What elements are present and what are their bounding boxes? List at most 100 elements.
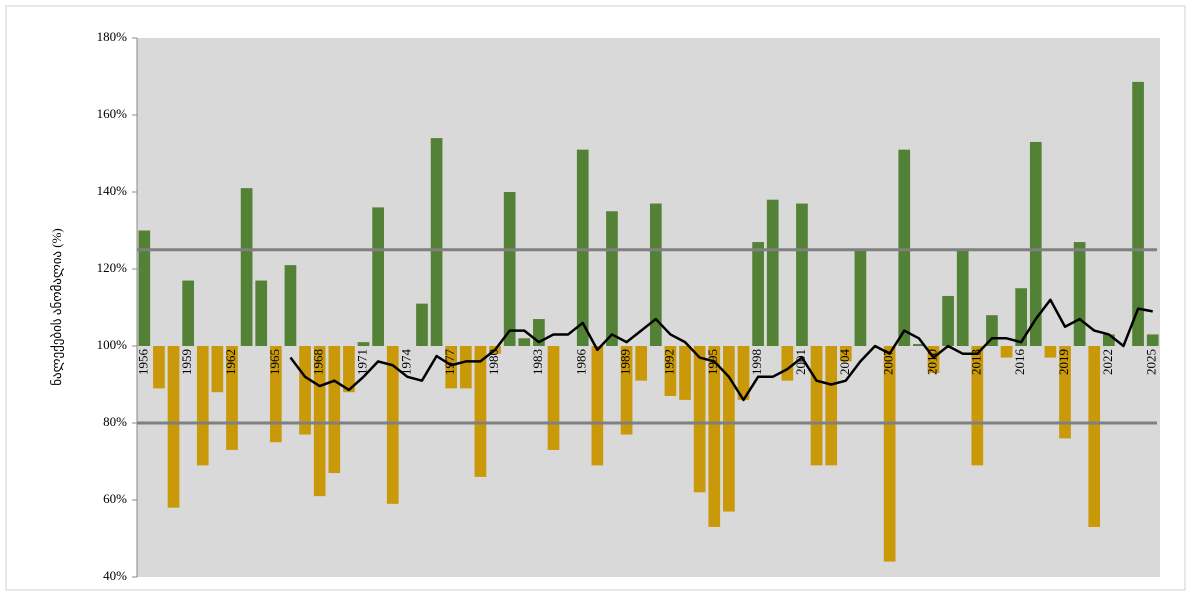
x-tick-label: 2007 [881,349,896,376]
x-tick-label: 2001 [793,349,808,375]
bar [606,211,618,346]
bar [459,346,472,389]
y-tick-label: 140% [97,183,128,198]
y-tick-label: 120% [97,260,128,275]
bar [1000,346,1013,358]
x-tick-label: 1962 [223,349,238,375]
bar [1132,81,1144,346]
bar [1059,346,1071,439]
x-tick-label: 1971 [355,349,370,375]
x-tick-label: 2010 [924,349,939,375]
bar [591,346,604,466]
bar [269,346,282,443]
bar [956,249,969,346]
x-tick-label: 1968 [311,349,326,375]
bar [883,346,896,562]
bar [752,242,764,346]
bar [723,346,735,512]
bar [1029,141,1042,346]
bar [357,342,370,346]
y-axis-label: ნალექების ანომალია (%) [49,228,65,386]
x-tick-label: 2025 [1144,349,1159,375]
y-tick-label: 180% [97,29,128,44]
bar [737,346,750,400]
bar [810,346,823,466]
bar [138,230,151,346]
bar [445,346,458,389]
y-tick-label: 100% [97,337,128,352]
bar [1146,334,1159,346]
x-tick-label: 2019 [1056,349,1071,375]
x-tick-label: 1980 [486,349,501,375]
bar [284,265,297,346]
bar [942,295,954,346]
x-tick-label: 2004 [837,349,852,376]
x-tick-label: 1977 [442,349,457,376]
bar [416,303,428,346]
bar [533,319,545,346]
bar [708,346,721,527]
bar [649,203,662,346]
bar [927,346,940,373]
x-tick-label: 1956 [135,349,150,376]
bar [898,149,911,346]
y-tick-label: 160% [97,106,128,121]
bar [839,346,852,362]
x-tick-label: 1986 [574,349,589,376]
y-tick-label: 60% [103,491,127,506]
bar [576,149,589,346]
bar [547,346,560,450]
bar [503,192,516,346]
bar [255,280,268,346]
x-tick-label: 1989 [618,349,633,375]
bar [913,344,925,346]
bar [372,207,384,346]
bar [1088,346,1101,527]
bar [1015,288,1028,346]
bar [825,346,838,466]
moving-average-line [289,298,1153,402]
plot-area [137,38,1160,577]
bar [167,346,180,508]
bar [1073,242,1086,346]
bar [620,346,633,435]
bar [182,280,194,346]
bar [635,346,648,381]
bar [518,338,531,346]
bar [1044,346,1057,358]
bar [474,346,487,477]
y-tick-label: 80% [103,414,127,429]
bar [211,346,224,393]
bar [796,203,808,346]
bar [664,346,677,397]
bar [240,188,253,346]
bar [343,346,355,393]
bar [971,346,984,466]
bar [153,346,165,389]
bar [679,346,691,400]
x-tick-label: 1959 [179,349,194,375]
bar [986,315,998,346]
bar [226,346,238,450]
bar [854,249,867,346]
x-tick-label: 1983 [530,349,545,375]
x-tick-label: 1965 [267,349,282,375]
x-tick-label: 1992 [661,349,676,375]
bar [386,346,399,504]
x-tick-label: 2022 [1100,349,1115,375]
x-tick-label: 2016 [1012,349,1027,376]
bar [328,346,341,474]
bar [766,199,779,346]
x-tick-label: 1998 [749,349,764,375]
bar [299,346,311,435]
bar [313,346,326,497]
bar [1103,334,1115,346]
bar [430,138,443,346]
bar [196,346,209,466]
bar [781,346,794,381]
x-tick-label: 2013 [968,349,983,375]
x-tick-label: 1974 [398,349,413,376]
bar [693,346,706,493]
